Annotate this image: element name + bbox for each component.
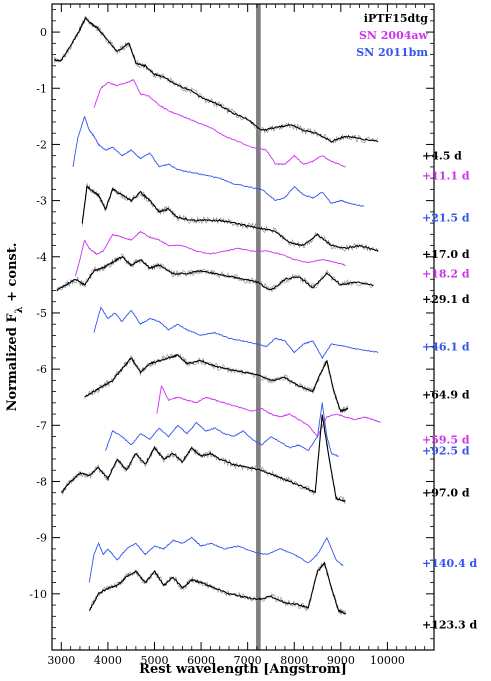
- epoch-label: +64.9 d: [422, 388, 470, 401]
- y-tick-label: -3: [36, 195, 47, 208]
- y-tick-label: -5: [36, 307, 47, 320]
- series-noise-iptf15dtg-4-5-d: [53, 15, 379, 144]
- y-axis-title: Normalized Fλ + const.: [5, 243, 25, 412]
- series-iptf15dtg-17-0-d: [81, 184, 379, 252]
- epoch-label: +4.5 d: [422, 150, 462, 163]
- y-tick-label: -1: [36, 82, 47, 95]
- series-noise-iptf15dtg-29-1-d: [56, 252, 374, 292]
- epoch-label: +59.5 d: [422, 433, 470, 446]
- y-axis-title-subscript: λ: [14, 306, 25, 313]
- y-tick-label: -2: [36, 138, 47, 151]
- y-tick-label: -8: [36, 475, 47, 488]
- series-layer: [53, 15, 381, 616]
- shaded-band-layer: [256, 4, 261, 650]
- series-sn-2004aw-18-2-d: [74, 230, 346, 277]
- series-iptf15dtg-97-0-d: [61, 414, 346, 503]
- series-iptf15dtg-123-3-d: [88, 561, 347, 615]
- y-axis-title-suffix: + const.: [5, 243, 20, 307]
- epoch-label: +123.3 d: [422, 619, 477, 632]
- x-tick-label: 6000: [187, 654, 215, 667]
- series-sn-2011bm-140-4-d: [88, 536, 344, 583]
- epoch-label-layer: +4.5 d +11.1 d +21.5 d +17.0 d +18.2 d +29.1 …: [422, 150, 477, 632]
- epoch-label: +11.1 d: [422, 169, 470, 182]
- epoch-label: +97.0 d: [422, 487, 470, 500]
- y-tick-label: 0: [40, 26, 47, 39]
- axis-layer: 3000 4000 5000 6000 7000 8000 9000 10000 0 -1 -2 -3…: [29, 4, 434, 667]
- series-noise-iptf15dtg-17-0-d: [81, 182, 379, 252]
- series-sn-2011bm-21-5-d: [72, 115, 365, 207]
- y-axis-title-main: Normalized F: [5, 313, 20, 412]
- epoch-label: +92.5 d: [422, 445, 470, 458]
- x-tick-label: 4000: [94, 654, 122, 667]
- x-tick-label: 10000: [370, 654, 405, 667]
- x-axis-title: Rest wavelength [Angstrom]: [139, 662, 347, 677]
- legend: iPTF15dtg SN 2004aw SN 2011bm: [356, 12, 428, 59]
- x-tick-label: 5000: [140, 654, 168, 667]
- epoch-label: +18.2 d: [422, 268, 470, 281]
- legend-entry: SN 2004aw: [359, 29, 429, 42]
- epoch-label: +140.4 d: [422, 557, 477, 570]
- series-sn-2011bm-92-5-d: [105, 402, 339, 457]
- legend-entry: SN 2011bm: [356, 46, 428, 59]
- series-iptf15dtg-64-9-d: [84, 353, 349, 413]
- series-noise-iptf15dtg-97-0-d: [60, 416, 346, 505]
- x-tick-label: 9000: [327, 654, 355, 667]
- series-iptf15dtg-29-1-d: [56, 255, 374, 292]
- series-noise-iptf15dtg-64-9-d: [84, 353, 349, 413]
- series-sn-2004aw-59-5-d: [156, 385, 381, 438]
- series-sn-2011bm-46-1-d: [93, 306, 379, 360]
- x-tick-label: 7000: [234, 654, 262, 667]
- epoch-label: +17.0 d: [422, 248, 470, 261]
- plot-frame: [51, 3, 435, 651]
- y-tick-label: -9: [36, 532, 47, 545]
- y-tick-label: -4: [36, 251, 47, 264]
- series-iptf15dtg-4-5-d: [54, 16, 379, 143]
- y-tick-label: -10: [29, 588, 47, 601]
- y-tick-label: -6: [36, 363, 47, 376]
- epoch-label: +21.5 d: [422, 211, 470, 224]
- legend-entry: iPTF15dtg: [364, 12, 429, 25]
- epoch-label: +46.1 d: [422, 341, 470, 354]
- x-tick-label: 3000: [47, 654, 75, 667]
- telluric-band: [256, 4, 261, 650]
- x-tick-label: 8000: [280, 654, 308, 667]
- series-sn-2004aw-11-1-d: [93, 79, 346, 168]
- y-tick-label: -7: [36, 419, 47, 432]
- epoch-label: +29.1 d: [422, 293, 470, 306]
